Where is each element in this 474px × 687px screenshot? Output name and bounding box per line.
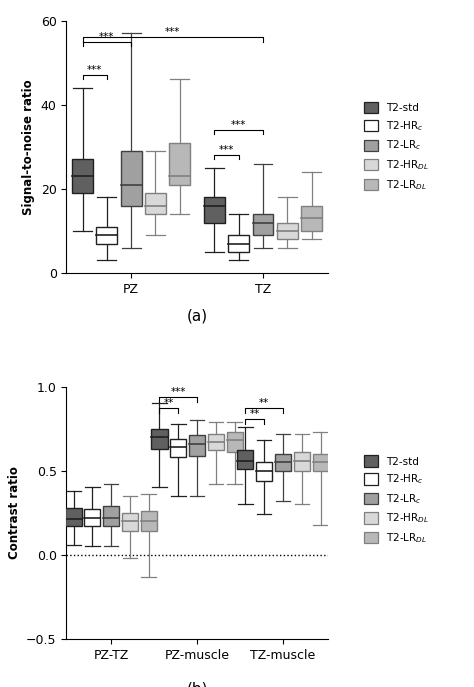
Legend: T2-std, T2-HR$_c$, T2-LR$_c$, T2-HR$_{DL}$, T2-LR$_{DL}$: T2-std, T2-HR$_c$, T2-LR$_c$, T2-HR$_{DL… <box>364 455 429 545</box>
Legend: T2-std, T2-HR$_c$, T2-LR$_c$, T2-HR$_{DL}$, T2-LR$_{DL}$: T2-std, T2-HR$_c$, T2-LR$_c$, T2-HR$_{DL… <box>364 102 429 192</box>
Bar <box>253 214 273 235</box>
Text: ***: *** <box>231 120 246 130</box>
Bar <box>237 451 254 469</box>
Text: ***: *** <box>87 65 102 76</box>
Bar <box>122 513 138 531</box>
Text: **: ** <box>250 409 260 418</box>
Bar <box>227 432 243 452</box>
Bar <box>103 506 119 526</box>
Bar <box>204 197 225 223</box>
Bar <box>228 235 249 252</box>
Y-axis label: Contrast ratio: Contrast ratio <box>8 466 20 559</box>
Bar <box>301 205 322 231</box>
Bar <box>141 511 157 531</box>
Bar <box>170 439 186 458</box>
Bar <box>84 509 100 526</box>
Bar <box>121 151 142 205</box>
Bar <box>189 436 205 455</box>
Text: (a): (a) <box>186 308 208 324</box>
Bar <box>256 462 272 481</box>
Text: ***: *** <box>99 32 115 42</box>
Bar <box>151 429 167 449</box>
Y-axis label: Signal-to-noise ratio: Signal-to-noise ratio <box>22 79 35 214</box>
Bar <box>72 159 93 193</box>
Bar <box>294 452 310 471</box>
Bar <box>96 227 117 243</box>
Bar <box>277 223 298 239</box>
Text: ***: *** <box>171 387 186 396</box>
Bar <box>145 193 166 214</box>
Bar <box>275 454 291 471</box>
Text: ***: *** <box>165 27 181 37</box>
Text: **: ** <box>164 398 174 408</box>
Text: ***: *** <box>219 145 234 155</box>
Bar <box>208 433 224 451</box>
Bar <box>169 143 190 185</box>
Text: (b): (b) <box>186 682 208 687</box>
Text: **: ** <box>259 398 269 408</box>
Bar <box>65 508 82 526</box>
Bar <box>312 454 328 471</box>
